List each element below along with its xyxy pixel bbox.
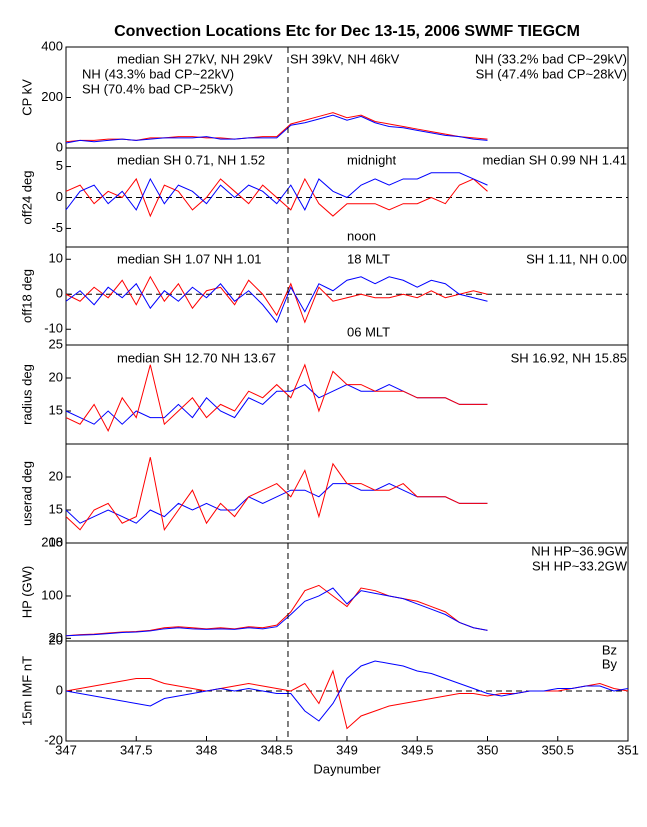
y-tick-label: 100 [41, 587, 63, 602]
y-tick-label: 20 [49, 630, 63, 645]
y-tick-label: 5 [56, 158, 63, 173]
annotation: noon [347, 228, 376, 243]
annotation: SH 1.11, NH 0.00 [526, 251, 627, 266]
data-line [65, 177, 488, 218]
y-axis-label: off24 deg [19, 171, 34, 225]
y-tick-label: 200 [41, 534, 63, 549]
chart-title: Convection Locations Etc for Dec 13-15, … [114, 23, 580, 40]
y-tick-label: -20 [44, 732, 63, 747]
annotation: SH (47.4% bad CP~28kV) [476, 66, 627, 81]
annotation: median SH 12.70 NH 13.67 [117, 350, 276, 365]
data-line [65, 587, 488, 637]
annotation: NH HP~36.9GW [531, 543, 627, 558]
x-tick-label: 347.5 [120, 742, 153, 757]
annotation: SH HP~33.2GW [532, 558, 628, 573]
y-tick-label: 0 [56, 682, 63, 697]
y-tick-label: 0 [56, 286, 63, 301]
y-tick-label: 400 [41, 38, 63, 53]
y-tick-label: 15 [49, 501, 63, 516]
data-line [65, 363, 488, 432]
annotation: NH (43.3% bad CP~22kV) [82, 66, 234, 81]
x-tick-label: 348 [196, 742, 218, 757]
x-tick-label: 348.5 [260, 742, 293, 757]
data-line [65, 276, 488, 324]
data-line [65, 114, 488, 144]
annotation: By [602, 656, 618, 671]
annotation: SH (70.4% bad CP~25kV) [82, 81, 233, 96]
y-tick-label: 20 [49, 468, 63, 483]
y-tick-label: 20 [49, 632, 63, 647]
annotation: 06 MLT [347, 324, 390, 339]
x-tick-label: 347 [55, 742, 77, 757]
y-axis-label: 15m IMF nT [19, 656, 34, 726]
y-axis-label: HP (GW) [19, 566, 34, 618]
x-axis-label: Daynumber [313, 761, 381, 776]
data-line [65, 669, 629, 730]
y-tick-label: -10 [44, 321, 63, 336]
x-tick-label: 349 [336, 742, 358, 757]
annotation: median SH 0.99 NH 1.41 [482, 152, 627, 167]
annotation: median SH 1.07 NH 1.01 [117, 251, 262, 266]
y-tick-label: 20 [49, 369, 63, 384]
annotation: midnight [347, 152, 397, 167]
y-axis-label: CP kV [19, 79, 34, 116]
y-tick-label: 18 [49, 534, 63, 549]
annotation: 18 MLT [347, 251, 390, 266]
y-tick-label: 200 [41, 89, 63, 104]
x-tick-label: 350 [477, 742, 499, 757]
data-line [65, 584, 488, 637]
annotation: SH 16.92, NH 15.85 [511, 350, 627, 365]
x-tick-label: 351 [617, 742, 639, 757]
data-line [65, 275, 488, 324]
y-axis-label: radius deg [19, 364, 34, 425]
annotation: Bz [602, 642, 617, 657]
y-axis-label: userad deg [19, 461, 34, 526]
x-tick-label: 350.5 [541, 742, 574, 757]
y-tick-label: 15 [49, 402, 63, 417]
annotation: SH 39kV, NH 46kV [290, 51, 400, 66]
data-line [65, 660, 629, 722]
y-axis-label: off18 deg [19, 269, 34, 323]
data-line [65, 384, 488, 425]
data-line [65, 172, 488, 211]
y-tick-label: 10 [49, 251, 63, 266]
data-line [65, 457, 488, 532]
annotation: median SH 27kV, NH 29kV [117, 51, 273, 66]
y-tick-label: 0 [56, 139, 63, 154]
data-line [65, 483, 488, 524]
y-tick-label: 0 [56, 189, 63, 204]
annotation: NH (33.2% bad CP~29kV) [475, 51, 627, 66]
y-tick-label: 25 [49, 336, 63, 351]
x-tick-label: 349.5 [401, 742, 434, 757]
y-tick-label: -5 [51, 220, 63, 235]
annotation: median SH 0.71, NH 1.52 [117, 152, 265, 167]
